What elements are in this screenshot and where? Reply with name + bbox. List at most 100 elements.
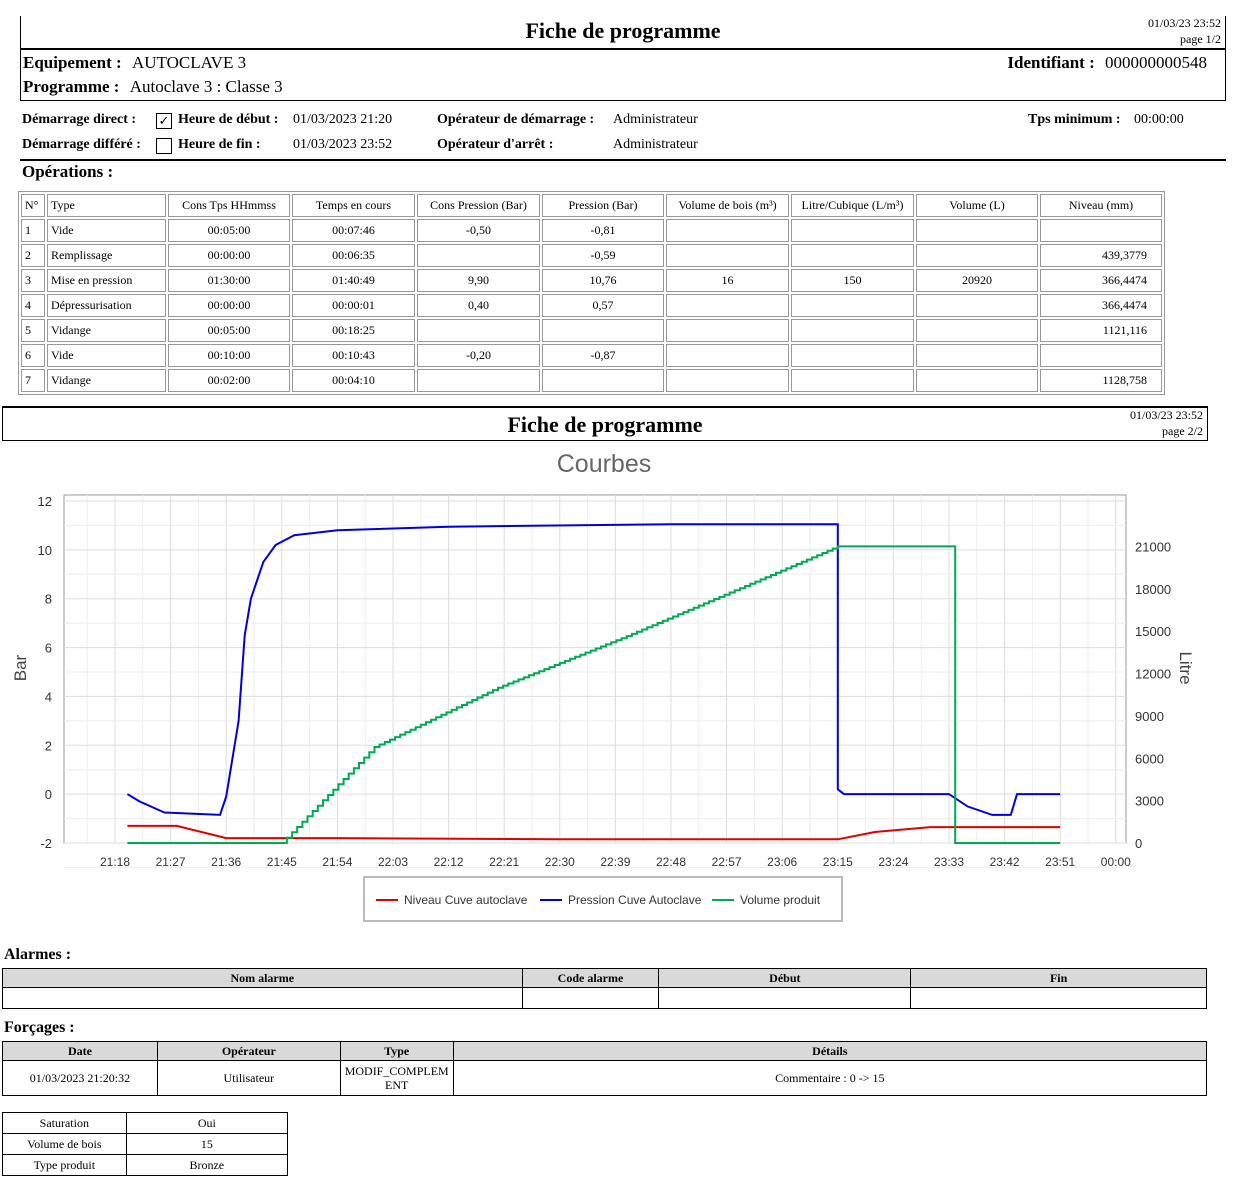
- table-row: Saturation Oui: [2, 1112, 289, 1134]
- demarrage-direct-checkbox[interactable]: ✓: [156, 113, 172, 129]
- y-tick-label: 2: [45, 738, 52, 753]
- heure-fin-value: 01/03/2023 23:52: [293, 137, 393, 152]
- operations-table-wrap: N° Type Cons Tps HHmmss Temps en cours Cons …: [18, 191, 1165, 395]
- table-cell: 01:40:49: [292, 269, 415, 292]
- y-axis-label: Bar: [11, 654, 30, 681]
- x-tick-label: 21:54: [322, 855, 352, 869]
- table-cell: Vide: [47, 219, 166, 242]
- forcages-title: Forçages :: [4, 1019, 75, 1036]
- page2-number: page 2/2: [1162, 424, 1203, 438]
- table-cell: [916, 369, 1038, 392]
- table-cell: 10,76: [542, 269, 664, 292]
- alarmes-table: Nom alarme Code alarme Début Fin: [2, 968, 1207, 1009]
- table-cell: 00:00:00: [168, 294, 290, 317]
- page-title: Fiche de programme: [525, 18, 721, 43]
- table-cell: 0,40: [417, 294, 540, 317]
- table-cell: Type produit: [2, 1154, 127, 1176]
- column-header: Détails: [452, 1041, 1208, 1061]
- table-cell: Remplissage: [47, 244, 166, 267]
- table-cell: [542, 369, 664, 392]
- y2-axis-label: Litre: [1176, 651, 1195, 684]
- table-row: Volume de bois 15: [2, 1133, 289, 1155]
- x-tick-label: 23:33: [934, 855, 964, 869]
- x-tick-label: 22:03: [378, 855, 408, 869]
- page-number: page 1/2: [1180, 32, 1221, 46]
- equipement-label: Equipement :: [23, 53, 122, 72]
- table-cell: 01:30:00: [168, 269, 290, 292]
- chart-grid: [64, 495, 1126, 868]
- table-cell: [1040, 219, 1162, 242]
- table-cell: 15: [125, 1133, 289, 1155]
- column-header: Opérateur: [156, 1041, 341, 1061]
- table-cell: 366,4474: [1040, 269, 1162, 292]
- table-cell: 00:05:00: [168, 219, 290, 242]
- table-cell: 4: [21, 294, 45, 317]
- table-cell: [542, 319, 664, 342]
- y-tick-label: 4: [45, 689, 52, 704]
- x-tick-label: 23:42: [990, 855, 1020, 869]
- y2-tick-label: 21000: [1135, 539, 1171, 554]
- operateur-arret-value: Administrateur: [613, 137, 698, 152]
- column-header: Niveau (mm): [1040, 194, 1162, 217]
- programme-label: Programme :: [23, 77, 120, 96]
- table-cell: [666, 219, 789, 242]
- column-header: Volume de bois (m³): [666, 194, 789, 217]
- table-cell: 439,3779: [1040, 244, 1162, 267]
- table-cell: 00:10:00: [168, 344, 290, 367]
- table-cell: MODIF_COMPLEMENT: [339, 1060, 454, 1096]
- y2-tick-label: 18000: [1135, 582, 1171, 597]
- table-cell: [666, 344, 789, 367]
- table-cell: 1: [21, 219, 45, 242]
- y-tick-label: -2: [40, 836, 52, 851]
- table-cell: 00:00:00: [168, 244, 290, 267]
- table-cell: 3: [21, 269, 45, 292]
- column-header: Date: [2, 1041, 158, 1061]
- legend-label: Niveau Cuve autoclave: [404, 893, 528, 907]
- table-row: 6 Vide 00:10:00 00:10:43 -0,20 -0,87: [21, 344, 1162, 367]
- alarmes-title: Alarmes :: [4, 946, 72, 963]
- table-cell: [791, 294, 914, 317]
- demarrage-differe-label: Démarrage différé :: [22, 137, 141, 152]
- table-cell: 150: [791, 269, 914, 292]
- column-header: Fin: [910, 968, 1207, 988]
- x-tick-label: 00:00: [1101, 855, 1131, 869]
- info-section: Démarrage direct : ✓ Démarrage différé :…: [22, 112, 1226, 160]
- operations-title: Opérations :: [22, 162, 114, 181]
- page2-title: Fiche de programme: [507, 412, 703, 437]
- y2-tick-label: 15000: [1135, 624, 1171, 639]
- table-cell: -0,50: [417, 219, 540, 242]
- table-cell: 01/03/2023 21:20:32: [2, 1060, 158, 1096]
- column-header: Nom alarme: [2, 968, 523, 988]
- operations-table: N° Type Cons Tps HHmmss Temps en cours Cons …: [19, 192, 1164, 394]
- x-axis-ticks: 21:18 21:27 21:36 21:45 21:54 22:03 22:12 22:21…: [100, 855, 1131, 869]
- chart-series: [126, 523, 1061, 844]
- column-header: Litre/Cubique (L/m³): [791, 194, 914, 217]
- identifiant-value: 000000000548: [1105, 53, 1207, 72]
- table-cell: Oui: [125, 1112, 289, 1134]
- table-cell: Commentaire : 0 -> 15: [452, 1060, 1208, 1096]
- table-cell: 00:04:10: [292, 369, 415, 392]
- identifiant-label: Identifiant :: [1007, 53, 1095, 72]
- table-cell: [791, 244, 914, 267]
- demarrage-direct-label: Démarrage direct :: [22, 112, 137, 127]
- table-cell: 366,4474: [1040, 294, 1162, 317]
- table-cell: 7: [21, 369, 45, 392]
- table-cell: 00:02:00: [168, 369, 290, 392]
- heure-debut-value: 01/03/2023 21:20: [293, 112, 393, 127]
- print-date: 01/03/23 23:52: [1147, 16, 1221, 30]
- table-cell: 00:07:46: [292, 219, 415, 242]
- table-cell: [916, 244, 1038, 267]
- x-tick-label: 21:27: [156, 855, 186, 869]
- table-row: 01/03/2023 21:20:32 Utilisateur MODIF_COMP…: [2, 1060, 1208, 1096]
- column-header: Code alarme: [521, 968, 660, 988]
- column-header: Pression (Bar): [542, 194, 664, 217]
- table-cell: 00:18:25: [292, 319, 415, 342]
- table-cell: -0,59: [542, 244, 664, 267]
- operateur-demarrage-label: Opérateur de démarrage :: [437, 112, 595, 127]
- heure-debut-label: Heure de début :: [178, 112, 279, 127]
- x-tick-label: 21:18: [100, 855, 130, 869]
- table-cell: 00:06:35: [292, 244, 415, 267]
- operateur-arret-label: Opérateur d'arrêt :: [437, 137, 554, 152]
- x-tick-label: 21:36: [211, 855, 241, 869]
- demarrage-differe-checkbox[interactable]: [156, 138, 172, 154]
